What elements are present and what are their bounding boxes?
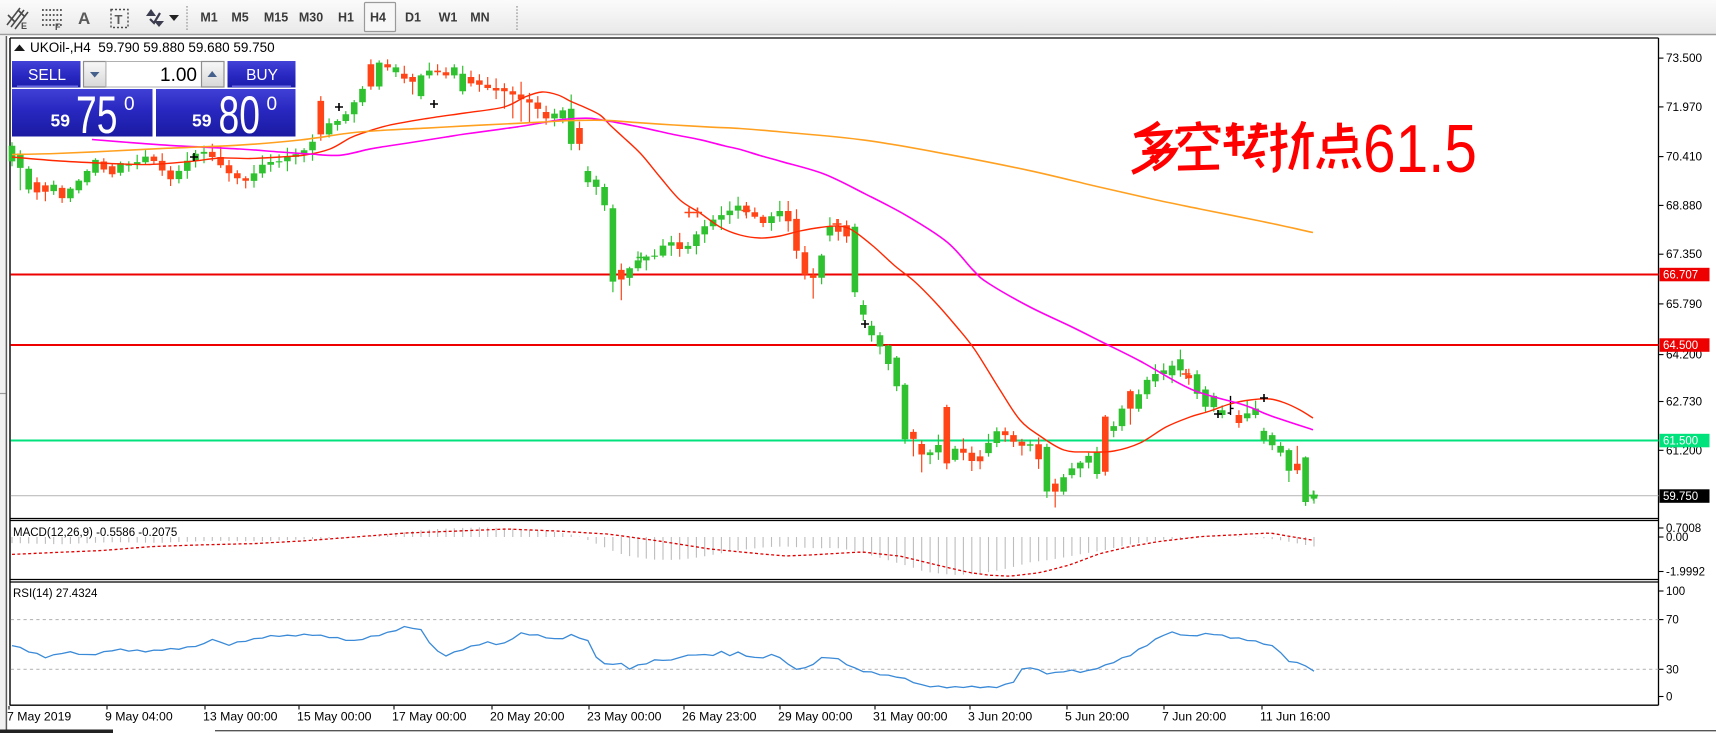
- svg-text:70.410: 70.410: [1666, 150, 1703, 164]
- svg-text:61.5: 61.5: [1363, 111, 1477, 187]
- svg-text:80: 80: [219, 86, 261, 145]
- svg-text:7 May 2019: 7 May 2019: [7, 710, 71, 724]
- svg-text:W1: W1: [439, 11, 458, 25]
- svg-text:D1: D1: [405, 11, 421, 25]
- svg-text:5 Jun 20:00: 5 Jun 20:00: [1065, 710, 1129, 724]
- svg-text:9 May 04:00: 9 May 04:00: [105, 710, 173, 724]
- svg-text:59.750: 59.750: [1663, 491, 1698, 503]
- svg-text:15 May 00:00: 15 May 00:00: [297, 710, 372, 724]
- svg-text:F: F: [55, 22, 61, 32]
- svg-text:70: 70: [1666, 615, 1679, 627]
- svg-text:13 May 00:00: 13 May 00:00: [203, 710, 278, 724]
- svg-text:7 Jun 20:00: 7 Jun 20:00: [1162, 710, 1226, 724]
- svg-text:-1.9992: -1.9992: [1666, 567, 1705, 579]
- svg-text:M1: M1: [200, 11, 217, 25]
- svg-text:SELL: SELL: [28, 67, 66, 84]
- svg-text:UKOil-,H4 59.790 59.880 59.68: UKOil-,H4 59.790 59.880 59.680 59.750: [30, 40, 275, 55]
- svg-text:1.00: 1.00: [160, 65, 197, 86]
- svg-text:30: 30: [1666, 664, 1679, 676]
- svg-text:75: 75: [76, 86, 118, 145]
- svg-text:0: 0: [1666, 692, 1672, 704]
- svg-text:71.970: 71.970: [1666, 100, 1703, 114]
- svg-text:100: 100: [1666, 586, 1685, 598]
- svg-text:0: 0: [124, 94, 135, 115]
- svg-text:BUY: BUY: [246, 67, 278, 84]
- svg-text:17 May 00:00: 17 May 00:00: [392, 710, 467, 724]
- svg-text:62.730: 62.730: [1666, 395, 1703, 409]
- svg-text:29 May 00:00: 29 May 00:00: [778, 710, 853, 724]
- svg-text:59: 59: [51, 111, 71, 131]
- svg-text:68.880: 68.880: [1666, 198, 1703, 212]
- svg-text:MACD(12,26,9) -0.5586 -0.2075: MACD(12,26,9) -0.5586 -0.2075: [13, 527, 177, 539]
- svg-text:M5: M5: [231, 11, 248, 25]
- svg-text:0.7008: 0.7008: [1666, 523, 1701, 535]
- svg-text:0: 0: [267, 94, 278, 115]
- svg-text:M30: M30: [299, 11, 323, 25]
- svg-text:H4: H4: [370, 11, 386, 25]
- svg-text:MN: MN: [470, 11, 489, 25]
- svg-text:61.500: 61.500: [1663, 436, 1698, 448]
- svg-text:65.790: 65.790: [1666, 297, 1703, 311]
- svg-text:67.350: 67.350: [1666, 247, 1703, 261]
- svg-text:66.707: 66.707: [1663, 270, 1698, 282]
- svg-text:H1: H1: [338, 11, 354, 25]
- svg-text:M15: M15: [264, 11, 288, 25]
- svg-text:E: E: [21, 21, 27, 31]
- svg-text:31 May 00:00: 31 May 00:00: [873, 710, 948, 724]
- svg-text:T: T: [115, 12, 123, 27]
- svg-text:3 Jun 20:00: 3 Jun 20:00: [968, 710, 1032, 724]
- svg-text:23 May 00:00: 23 May 00:00: [587, 710, 662, 724]
- svg-text:11 Jun 16:00: 11 Jun 16:00: [1260, 710, 1330, 724]
- svg-text:73.500: 73.500: [1666, 51, 1703, 65]
- svg-text:59: 59: [192, 111, 212, 131]
- svg-text:0.00: 0.00: [1666, 532, 1688, 544]
- svg-text:A: A: [78, 9, 90, 28]
- svg-text:20 May 20:00: 20 May 20:00: [490, 710, 565, 724]
- svg-text:RSI(14) 27.4324: RSI(14) 27.4324: [13, 588, 98, 600]
- svg-text:26 May 23:00: 26 May 23:00: [682, 710, 757, 724]
- svg-text:64.500: 64.500: [1663, 340, 1698, 352]
